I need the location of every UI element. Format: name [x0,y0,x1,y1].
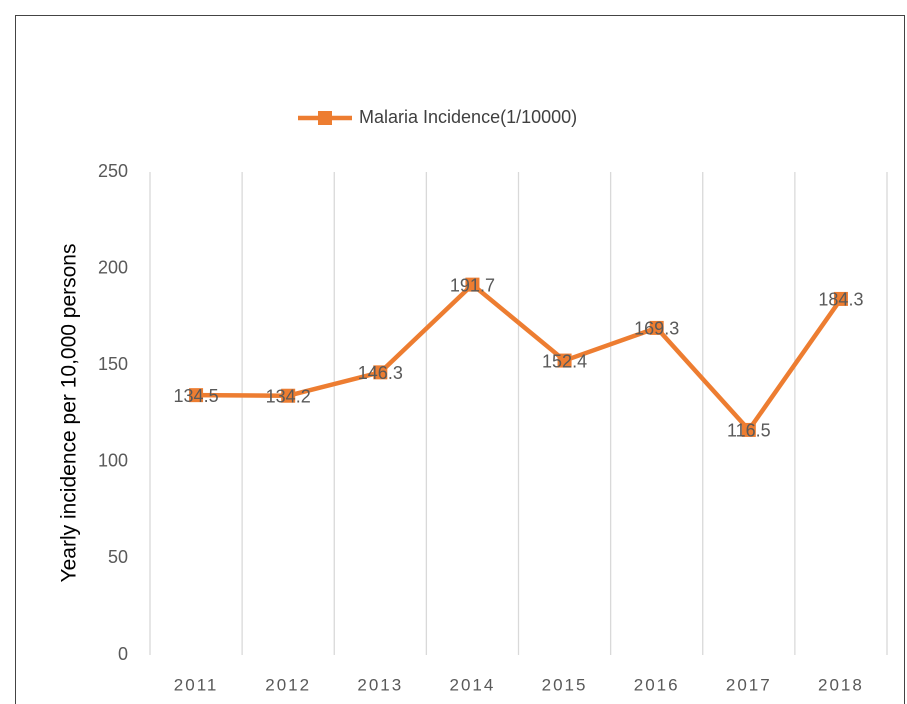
marker [373,365,388,380]
marker [833,291,848,306]
x-tick-label: 2016 [634,675,680,694]
legend-marker [318,111,332,125]
x-tick-label: 2014 [450,675,496,694]
data-label: 184.3 [818,290,863,310]
y-tick-label: 100 [98,451,128,471]
data-label: 146.3 [358,363,403,383]
marker [649,320,664,335]
y-tick-label: 50 [108,547,128,567]
data-label: 116.5 [727,421,771,441]
y-tick-label: 150 [98,354,128,374]
data-label: 134.2 [266,386,311,406]
marker [741,422,756,437]
data-label: 152.4 [542,351,587,371]
data-label: 169.3 [634,319,679,339]
x-tick-label: 2018 [818,675,864,694]
x-tick-label: 2011 [174,675,219,694]
marker [465,277,480,292]
y-tick-label: 250 [98,161,128,181]
x-tick-label: 2013 [357,675,403,694]
series-line [196,282,843,433]
y-axis-title: Yearly incidence per 10,000 persons [58,244,81,583]
x-tick-label: 2012 [265,675,311,694]
data-label: 134.5 [174,386,219,406]
y-tick-label: 0 [118,644,128,664]
marker [189,388,204,403]
legend-label: Malaria Incidence(1/10000) [359,107,577,127]
x-tick-label: 2015 [542,675,588,694]
y-tick-label: 200 [98,257,128,277]
marker [281,388,296,403]
data-label: 191.7 [450,275,495,295]
marker [557,353,572,368]
x-tick-label: 2017 [726,675,772,694]
chart-border [15,15,905,704]
